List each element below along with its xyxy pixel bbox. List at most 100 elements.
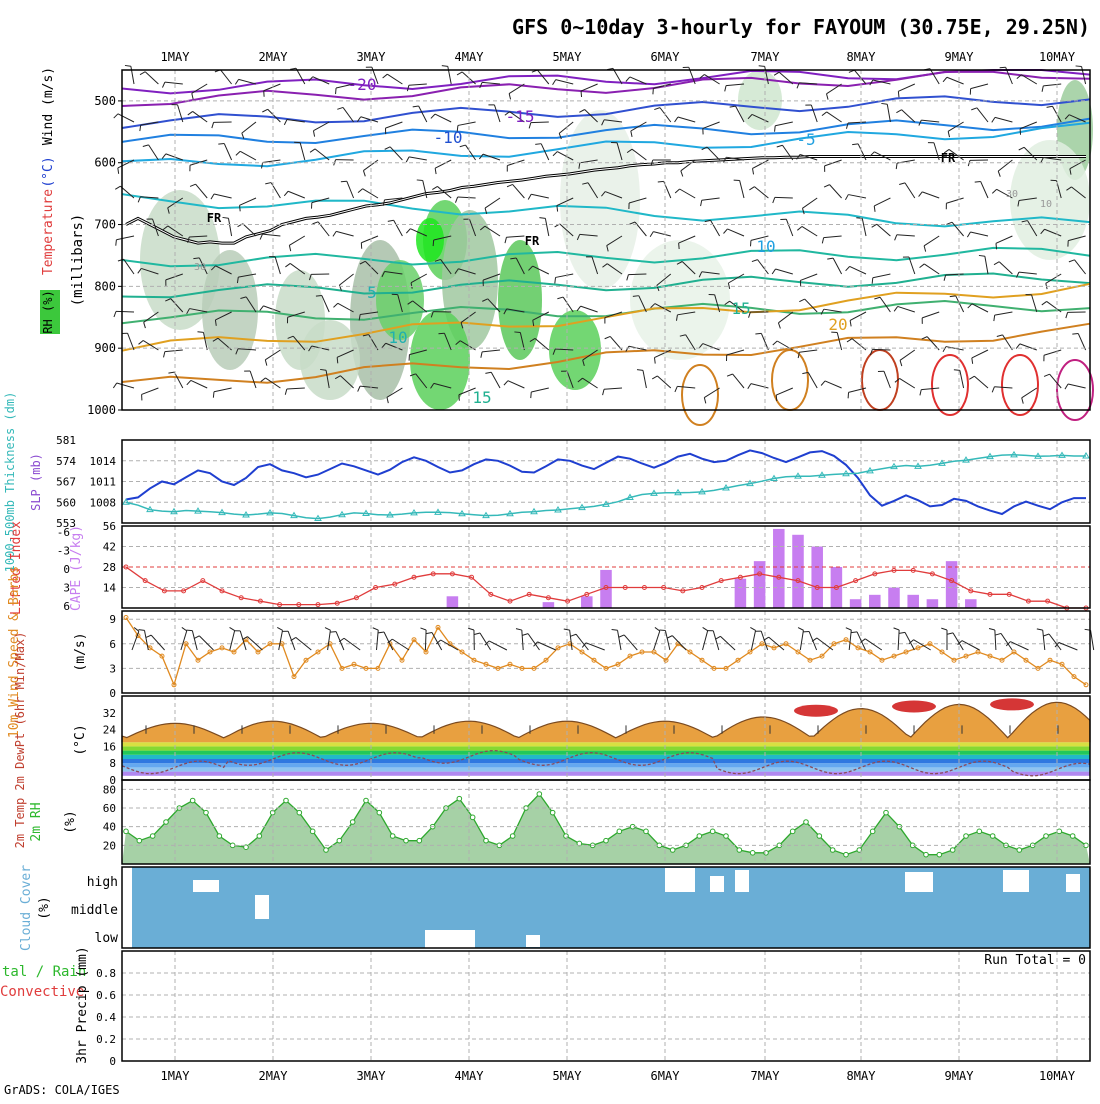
rh2m-tick-label: 40: [103, 821, 116, 834]
wind-barb: [776, 395, 777, 401]
rh2m-marker: [350, 820, 355, 825]
cape-bar: [927, 599, 939, 608]
wind-barb: [531, 392, 532, 398]
temp-hot-cap: [794, 705, 838, 717]
cape-bar: [543, 602, 555, 608]
li-tick-label: -6: [57, 526, 70, 539]
rh2m-marker: [390, 834, 395, 839]
day-label-bottom: 7MAY: [751, 1069, 781, 1083]
day-label-top: 5MAY: [553, 50, 583, 64]
y-tick-label: 600: [94, 156, 116, 170]
rh-contour-label: 30: [1006, 189, 1018, 200]
day-label-top: 7MAY: [751, 50, 781, 64]
ylabel-wind: Wind (m/s): [41, 67, 56, 145]
day-label-bottom: 6MAY: [651, 1069, 681, 1083]
rh2m-marker: [924, 852, 929, 857]
isotherm-label: -20: [348, 75, 377, 94]
rh2m-marker: [284, 798, 289, 803]
cape-bar: [754, 561, 766, 608]
temp-band: [122, 751, 1090, 755]
y-tick-label: 700: [94, 218, 116, 232]
cape-bar: [907, 595, 919, 608]
isotherm-label: -10: [434, 128, 463, 147]
day-label-top: 2MAY: [259, 50, 289, 64]
rh2m-marker: [377, 810, 382, 815]
rh2m-marker: [457, 796, 462, 801]
ylabel-rh2m: 2m RH: [29, 802, 44, 841]
isotherm-label: 15: [472, 388, 491, 407]
cape-tick-label: 42: [103, 541, 116, 554]
rh2m-marker: [724, 834, 729, 839]
precip-tick-label: 0.2: [96, 1033, 116, 1046]
rh2m-marker: [204, 810, 209, 815]
wind-barb: [759, 66, 765, 67]
wind-barb: [213, 392, 214, 398]
slp-tick-label: 1014: [90, 455, 117, 468]
cloud-bar: [526, 935, 540, 947]
temp-band: [122, 746, 1090, 750]
rh2m-marker: [937, 852, 942, 857]
wind-barb: [975, 182, 981, 183]
wind-barb: [954, 370, 960, 371]
wind-barb: [628, 274, 646, 275]
cloud-bar: [665, 868, 695, 892]
credit-label: GrADS: COLA/IGES: [4, 1083, 120, 1097]
wind-tick-label: 0: [109, 687, 116, 700]
rh2m-marker: [804, 820, 809, 825]
wind-barb: [417, 180, 423, 181]
isotherm-label: 5: [367, 283, 377, 302]
rh2m-marker: [870, 829, 875, 834]
isotherm-label: -5: [796, 130, 815, 149]
rh2m-marker: [710, 829, 715, 834]
wind-tick-label: 6: [109, 638, 116, 651]
rh2m-marker: [417, 838, 422, 843]
wind-tick-label: 3: [109, 662, 116, 675]
temp-hot-cap: [990, 698, 1034, 710]
ylabel-temperature: Temperature: [41, 189, 56, 275]
rh2m-marker: [764, 851, 769, 856]
rh2m-marker: [644, 829, 649, 834]
freezing-label: FR: [207, 211, 222, 225]
cloud-bar: [193, 880, 219, 892]
wind-barb: [514, 332, 520, 333]
thickness-tick-label: 560: [56, 496, 76, 509]
temp-band: [122, 763, 1090, 767]
ylabel-rh: RH (%): [41, 290, 55, 333]
rh2m-marker: [844, 852, 849, 857]
wind-barb: [775, 197, 793, 198]
ylabel-cloud-unit: (%): [37, 896, 52, 919]
wind-barb: [755, 333, 761, 334]
cloud-bar: [905, 872, 933, 892]
cape-bar: [888, 588, 900, 609]
cloud-level-label: middle: [71, 903, 118, 918]
temp-tick-label: 32: [103, 707, 116, 720]
rh2m-marker: [164, 820, 169, 825]
ylabel-precip: 3hr Precip (mm): [75, 946, 90, 1063]
rh2m-marker: [297, 810, 302, 815]
wind-barb: [1072, 334, 1078, 335]
wind-barb: [1076, 66, 1082, 67]
rh-shading: [560, 110, 640, 290]
temp-band: [122, 767, 1090, 771]
y-tick-label: 900: [94, 341, 116, 355]
cape-bar: [850, 599, 862, 608]
thickness-tick-label: 567: [56, 476, 76, 489]
precip-tick-label: 0: [109, 1055, 116, 1068]
cloud-bar: [1003, 870, 1029, 892]
wind-barb: [240, 205, 241, 211]
isotherm-label: -15: [506, 107, 535, 126]
ylabel-rh2m-unit: (%): [63, 810, 78, 833]
precip-legend-rain: tal / Rain: [2, 964, 86, 980]
cape-bar: [946, 561, 958, 608]
day-label-bottom: 8MAY: [847, 1069, 877, 1083]
day-label-top: 8MAY: [847, 50, 877, 64]
rh2m-marker: [217, 834, 222, 839]
wind-barb: [336, 88, 337, 94]
wind-barb: [330, 632, 336, 633]
wind-barb: [316, 296, 322, 297]
rh2m-marker: [670, 848, 675, 853]
cape-tick-label: 56: [103, 520, 116, 533]
precip-tick-label: 0.6: [96, 989, 116, 1002]
